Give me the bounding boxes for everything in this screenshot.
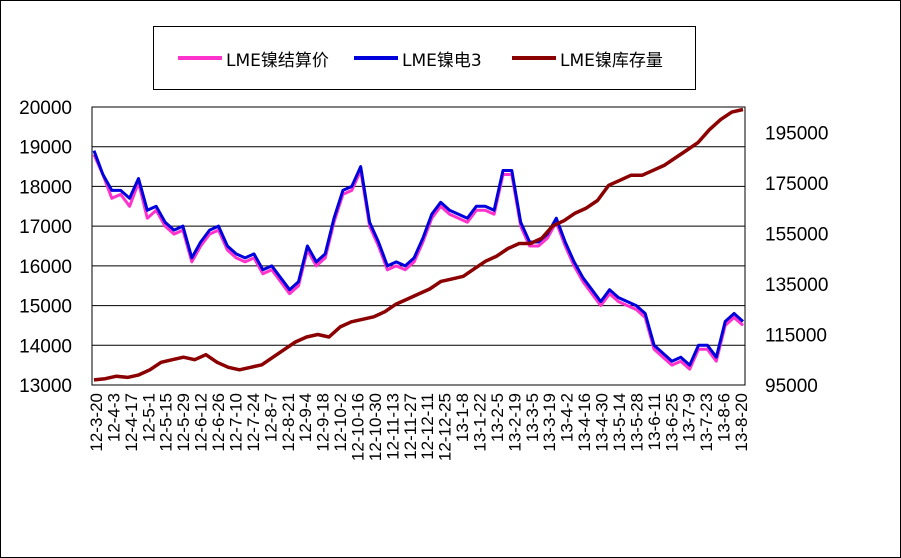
- legend-item-3month: LME镍电3: [354, 47, 482, 71]
- left-tick-label: 18000: [19, 177, 72, 198]
- right-tick-label: 95000: [765, 376, 818, 397]
- x-tick-label: 12-10-30: [366, 393, 385, 461]
- x-tick-label: 13-3-5: [523, 393, 542, 442]
- right-tick-label: 135000: [765, 275, 828, 296]
- right-tick-label: 115000: [765, 325, 827, 346]
- legend-swatch-settlement: [178, 56, 222, 60]
- x-tick-label: 12-12-25: [436, 393, 455, 461]
- right-tick-label: 195000: [765, 123, 828, 144]
- legend-label-inventory: LME镍库存量: [560, 50, 663, 71]
- legend-item-settlement: LME镍结算价: [178, 47, 329, 71]
- x-tick-label: 12-8-7: [261, 393, 280, 442]
- x-tick-label: 12-7-10: [226, 393, 245, 452]
- x-tick-label: 13-6-25: [662, 393, 681, 452]
- x-tick-label: 12-8-21: [279, 393, 298, 452]
- x-tick-label: 13-1-8: [453, 393, 472, 442]
- x-tick-label: 12-6-26: [209, 393, 228, 452]
- x-tick-label: 12-9-18: [314, 393, 333, 452]
- x-tick-label: 13-4-2: [558, 393, 577, 442]
- x-tick-label: 13-2-19: [505, 393, 524, 452]
- legend-item-inventory: LME镍库存量: [512, 47, 663, 71]
- x-tick-label: 12-6-12: [192, 393, 211, 452]
- x-tick-label: 12-11-13: [383, 393, 402, 460]
- x-tick-label: 12-4-17: [122, 393, 141, 452]
- left-tick-label: 17000: [19, 217, 72, 238]
- x-tick-label: 13-5-28: [627, 393, 646, 452]
- x-tick-label: 12-5-15: [157, 393, 176, 452]
- x-tick-label: 12-11-27: [401, 393, 420, 460]
- x-tick-label: 12-3-20: [87, 393, 106, 452]
- series-line-2: [93, 107, 744, 382]
- x-tick-label: 13-8-6: [715, 393, 734, 442]
- left-tick-label: 20000: [19, 98, 72, 119]
- x-tick-label: 13-4-16: [575, 393, 594, 452]
- left-tick-label: 19000: [19, 138, 72, 159]
- left-tick-label: 13000: [19, 376, 72, 397]
- left-tick-label: 14000: [19, 336, 72, 357]
- right-tick-label: 155000: [765, 224, 828, 245]
- x-tick-label: 12-10-16: [348, 393, 367, 461]
- legend: LME镍结算价 LME镍电3 LME镍库存量: [153, 26, 696, 90]
- left-tick-label: 15000: [19, 297, 72, 318]
- series-line-0: [92, 154, 744, 371]
- right-tick-label: 175000: [765, 174, 828, 195]
- legend-swatch-3month: [354, 56, 398, 60]
- legend-label-settlement: LME镍结算价: [226, 50, 329, 71]
- x-tick-label: 13-1-22: [471, 393, 490, 452]
- legend-swatch-inventory: [512, 56, 556, 60]
- x-tick-label: 13-3-19: [540, 393, 559, 452]
- x-tick-label: 12-12-11: [418, 393, 437, 460]
- x-tick-label: 13-7-23: [697, 393, 716, 452]
- left-tick-label: 16000: [19, 257, 72, 278]
- legend-label-3month: LME镍电3: [402, 50, 482, 71]
- x-tick-label: 12-4-3: [104, 393, 123, 442]
- x-tick-label: 13-2-5: [488, 393, 507, 442]
- x-tick-label: 13-4-30: [593, 393, 612, 452]
- x-tick-label: 13-8-20: [732, 393, 751, 452]
- x-tick-label: 12-10-2: [331, 393, 350, 452]
- x-tick-label: 12-5-1: [139, 393, 158, 442]
- x-tick-label: 12-7-24: [244, 393, 263, 452]
- x-tick-label: 13-5-14: [610, 393, 629, 452]
- x-tick-label: 13-6-11: [645, 393, 664, 450]
- x-tick-label: 12-9-4: [296, 393, 315, 442]
- x-tick-label: 13-7-9: [680, 393, 699, 442]
- x-tick-label: 12-5-29: [174, 393, 193, 452]
- series-line-1: [92, 150, 745, 367]
